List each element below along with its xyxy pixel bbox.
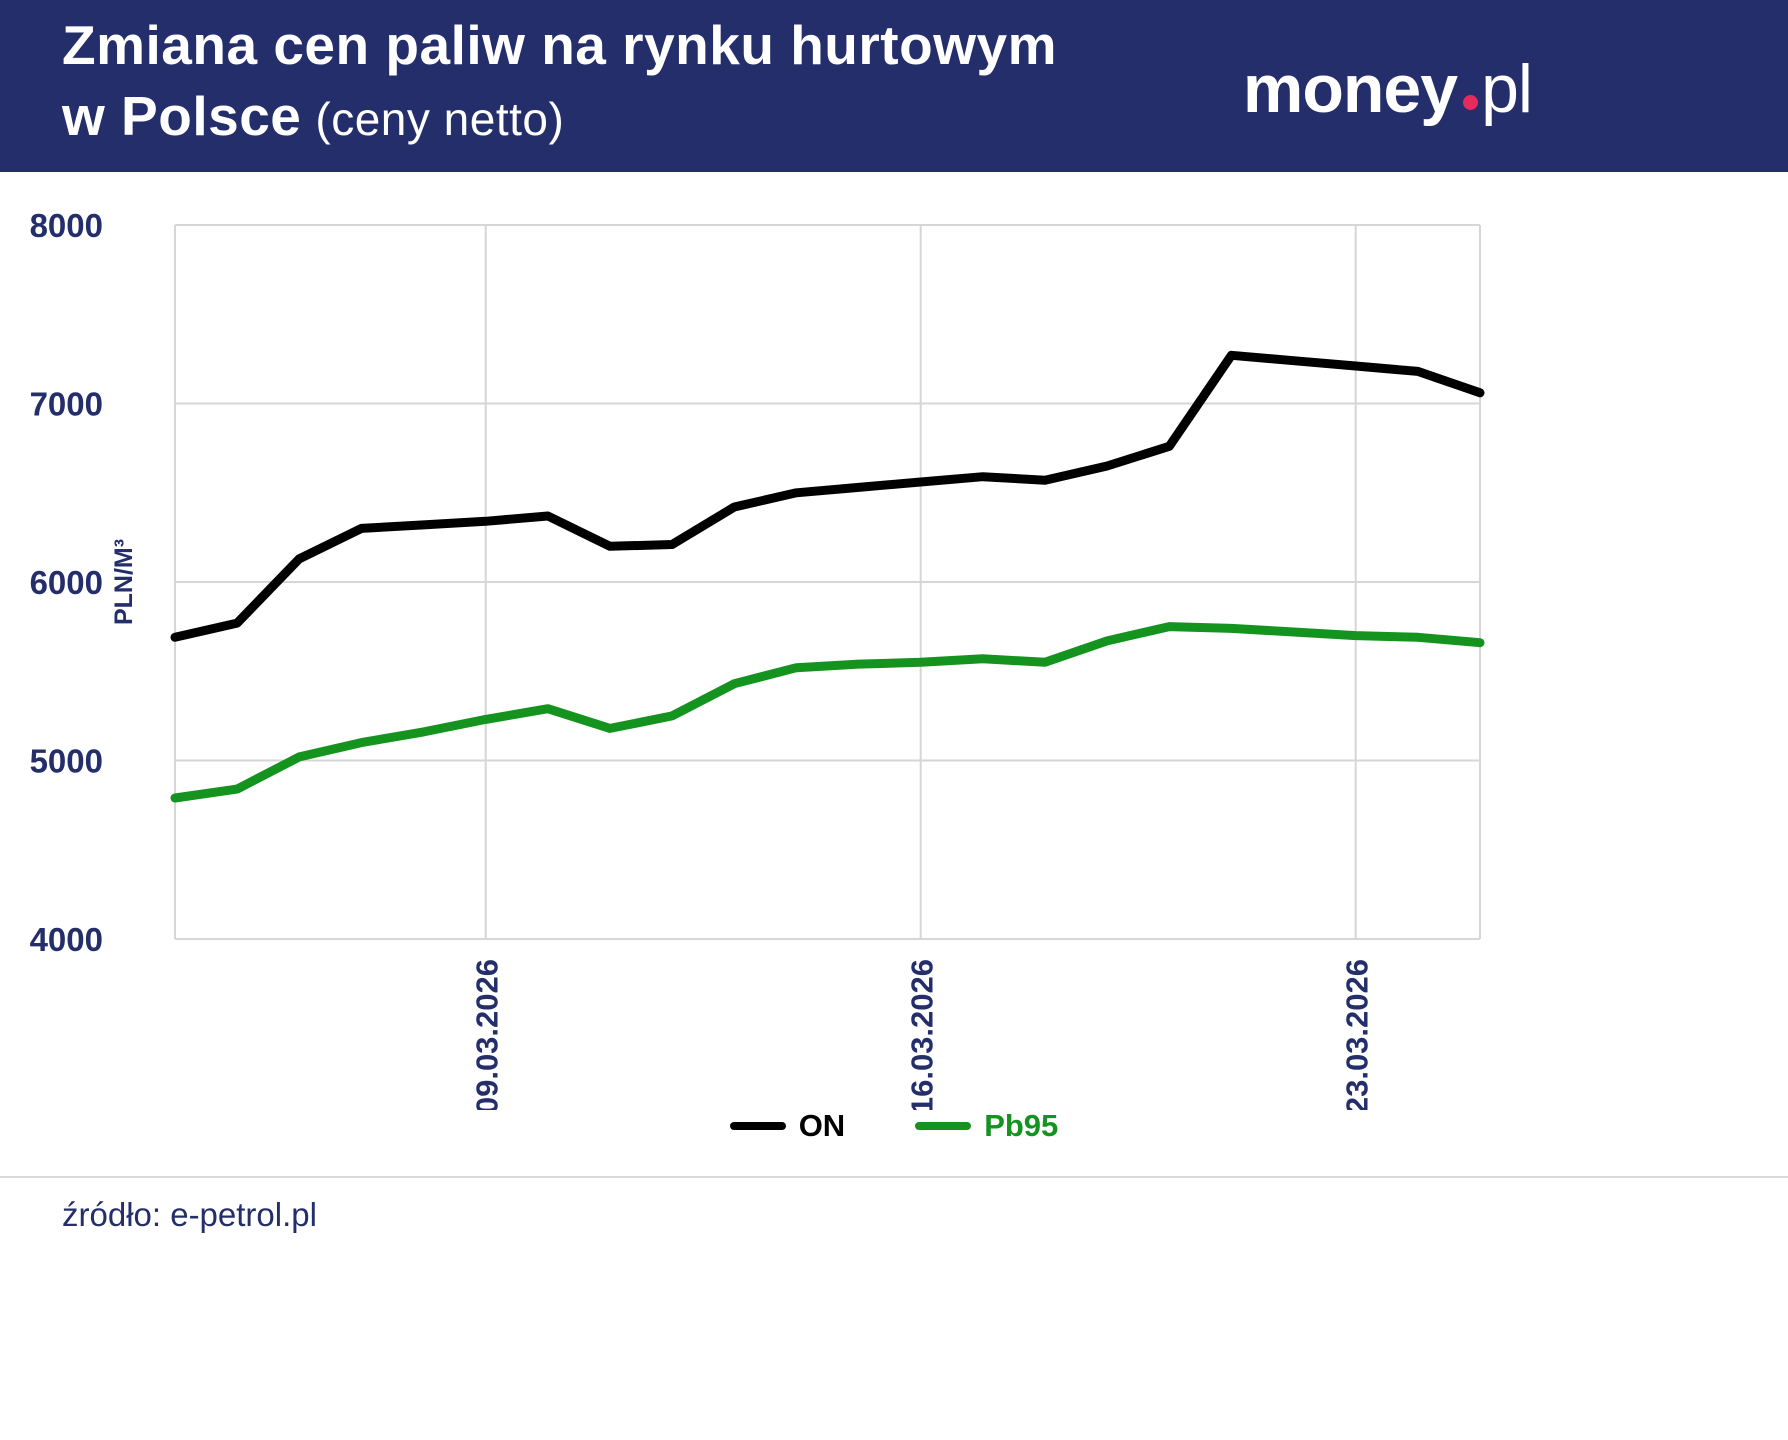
legend-label-Pb95: Pb95 xyxy=(984,1108,1059,1143)
legend-swatch-ON xyxy=(729,1122,786,1130)
moneypl-logo: money pl xyxy=(1242,50,1533,128)
source-text: źródło: e-petrol.pl xyxy=(62,1196,317,1233)
y-tick-label: 6000 xyxy=(30,564,103,601)
legend-swatch-Pb95 xyxy=(915,1122,972,1130)
legend-label-ON: ON xyxy=(798,1108,846,1143)
chart-title: Zmiana cen paliw na rynku hurtowym w Pol… xyxy=(62,10,1057,150)
y-tick-label: 8000 xyxy=(30,207,103,244)
legend-item-Pb95: Pb95 xyxy=(915,1108,1058,1144)
title-line2-normal: (ceny netto) xyxy=(315,92,565,145)
y-axis-label: PLN/M³ xyxy=(110,539,138,625)
logo-dot-icon xyxy=(1463,95,1479,110)
title-line2-bold: w Polsce xyxy=(62,84,302,147)
x-tick-label: 16.03.2026 xyxy=(905,959,940,1110)
legend: ON Pb95 xyxy=(0,1108,1788,1144)
logo-pl: pl xyxy=(1481,51,1533,127)
y-tick-label: 4000 xyxy=(30,921,103,958)
logo-money: money xyxy=(1242,51,1458,127)
footer-divider xyxy=(0,1176,1788,1178)
x-tick-label: 23.03.2026 xyxy=(1340,959,1375,1110)
y-tick-label: 7000 xyxy=(30,386,103,423)
chart-area: 4000 5000 6000 7000 8000 09.03.2026 16.03.2026… xyxy=(0,172,1788,1110)
series-line-Pb95 xyxy=(170,622,1485,803)
x-tick-label: 09.03.2026 xyxy=(470,959,505,1110)
legend-item-ON: ON xyxy=(729,1108,846,1144)
title-line2: w Polsce (ceny netto) xyxy=(62,82,1057,151)
title-line1: Zmiana cen paliw na rynku hurtowym xyxy=(62,14,1057,76)
line-chart: 4000 5000 6000 7000 8000 09.03.2026 16.03.2026… xyxy=(30,207,1485,1110)
header: Zmiana cen paliw na rynku hurtowym w Pol… xyxy=(0,0,1788,172)
y-tick-label: 5000 xyxy=(30,743,103,780)
series-line-ON xyxy=(170,350,1485,642)
